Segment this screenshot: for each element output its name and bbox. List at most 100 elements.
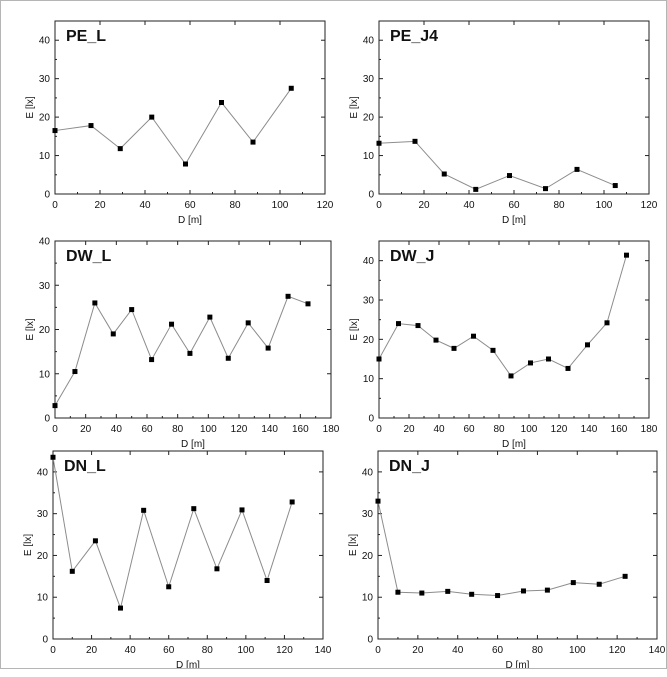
- y-tick-label: 0: [44, 414, 50, 425]
- data-point: [415, 323, 421, 329]
- data-point: [471, 333, 476, 339]
- data-point: [214, 566, 220, 572]
- x-tick-label: 100: [200, 424, 217, 435]
- x-tick-label: 100: [596, 200, 613, 211]
- data-point: [574, 166, 580, 172]
- x-tick-label: 80: [172, 424, 184, 435]
- data-point: [376, 140, 382, 146]
- x-tick-label: 80: [229, 200, 241, 211]
- data-point: [50, 454, 56, 460]
- y-tick-label: 10: [362, 593, 374, 604]
- x-tick-label: 0: [376, 200, 382, 211]
- chart-panel-dn-j: 0 20 40 60 80 100 120 140 0 10 20 30 40 D [m] E [lx] DN…: [348, 450, 666, 671]
- x-tick-label: 0: [375, 645, 381, 656]
- panel-title: DN_L: [64, 458, 106, 475]
- x-tick-label: 20: [403, 424, 415, 435]
- data-point: [141, 507, 147, 513]
- x-tick-label: 100: [521, 424, 538, 435]
- x-tick-label: 120: [317, 200, 334, 211]
- panel-title: DW_J: [390, 248, 434, 265]
- data-point: [250, 139, 256, 145]
- data-point: [543, 186, 548, 192]
- x-tick-label: 20: [418, 200, 430, 211]
- x-axis-label: D [m]: [502, 439, 526, 450]
- y-tick-label: 40: [363, 256, 375, 267]
- data-point: [118, 605, 123, 611]
- chart-panel-dn-l: 0 20 40 60 80 100 120 140 0 10 20 30 40 D [m] E [lx] DN…: [23, 450, 332, 671]
- y-axis-label: E [lx]: [348, 534, 359, 556]
- y-tick-label: 10: [39, 151, 51, 162]
- data-point: [264, 578, 270, 584]
- x-tick-label: 0: [52, 200, 58, 211]
- x-tick-label: 60: [463, 424, 475, 435]
- data-point: [528, 360, 533, 366]
- data-point: [289, 499, 295, 505]
- y-tick-label: 10: [37, 593, 49, 604]
- x-tick-label: 80: [532, 645, 544, 656]
- panel-title: DN_J: [389, 458, 430, 475]
- data-point: [239, 507, 245, 513]
- data-point: [92, 538, 98, 544]
- data-point: [129, 307, 135, 313]
- x-tick-label: 120: [641, 200, 658, 211]
- data-point: [445, 588, 451, 594]
- panel-title: PE_L: [66, 28, 106, 45]
- data-point: [395, 589, 401, 595]
- data-point: [149, 357, 155, 363]
- x-tick-label: 60: [184, 200, 196, 211]
- x-tick-label: 60: [141, 424, 153, 435]
- x-tick-label: 20: [80, 424, 92, 435]
- data-point: [495, 593, 501, 599]
- y-tick-label: 10: [363, 374, 375, 385]
- data-point: [546, 356, 551, 362]
- y-axis-label: E [lx]: [25, 318, 36, 340]
- y-tick-label: 10: [363, 151, 375, 162]
- data-point: [570, 580, 576, 586]
- y-tick-label: 30: [39, 74, 51, 85]
- data-point: [419, 590, 425, 596]
- x-axis-label: D [m]: [181, 439, 205, 450]
- data-point: [207, 314, 213, 320]
- data-point: [52, 128, 58, 134]
- y-tick-label: 0: [368, 414, 374, 425]
- chart-panel-dw-l: 0 20 40 60 80 100 120 140 160 180 0 10 20 30 40 D [m] E …: [25, 237, 340, 451]
- data-point: [412, 138, 418, 144]
- data-point: [376, 356, 382, 362]
- y-tick-label: 20: [362, 551, 374, 562]
- data-point: [305, 301, 311, 307]
- x-tick-label: 40: [463, 200, 475, 211]
- x-tick-label: 180: [641, 424, 658, 435]
- series-line: [378, 255, 627, 377]
- y-tick-label: 40: [362, 467, 374, 478]
- data-point: [72, 369, 78, 375]
- data-point: [265, 345, 271, 351]
- data-point: [604, 320, 610, 326]
- y-axis-label: E [lx]: [23, 534, 34, 556]
- x-tick-label: 60: [492, 645, 504, 656]
- y-tick-label: 40: [37, 467, 49, 478]
- x-tick-label: 140: [649, 645, 666, 656]
- x-tick-label: 40: [452, 645, 464, 656]
- data-point: [149, 114, 155, 120]
- data-point: [490, 347, 496, 353]
- y-tick-label: 40: [363, 36, 375, 47]
- x-tick-label: 40: [125, 645, 137, 656]
- data-point: [110, 331, 116, 337]
- x-tick-label: 40: [139, 200, 151, 211]
- plot-frame: [378, 240, 650, 419]
- y-tick-label: 20: [363, 113, 375, 124]
- data-point: [375, 498, 381, 504]
- series-line: [54, 295, 309, 406]
- data-point: [565, 365, 571, 371]
- y-tick-label: 0: [42, 635, 48, 646]
- y-tick-label: 30: [363, 74, 375, 85]
- data-point: [612, 183, 618, 189]
- plot-frame: [52, 450, 324, 640]
- y-tick-label: 20: [39, 325, 51, 336]
- x-tick-label: 20: [94, 200, 106, 211]
- data-point: [166, 584, 172, 590]
- data-point: [183, 161, 188, 167]
- x-tick-label: 100: [238, 645, 255, 656]
- data-point: [187, 350, 193, 356]
- series-line: [378, 140, 616, 190]
